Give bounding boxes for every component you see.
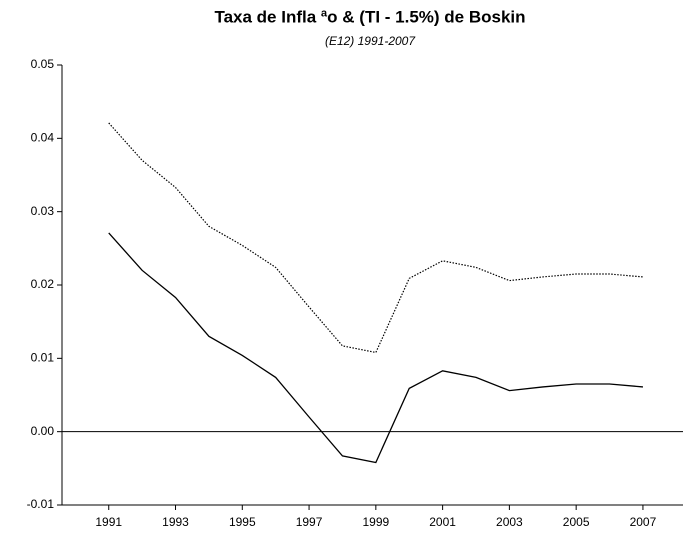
y-tick-label: 0.05	[31, 57, 55, 71]
y-tick-label: 0.03	[31, 204, 55, 218]
y-tick-label: 0.01	[31, 351, 55, 365]
x-tick-label: 1991	[95, 515, 122, 529]
x-tick-label: 1995	[229, 515, 256, 529]
y-tick-label: 0.00	[31, 424, 55, 438]
y-tick-label: 0.04	[31, 131, 55, 145]
x-tick-label: 1993	[162, 515, 189, 529]
x-tick-label: 1999	[362, 515, 389, 529]
x-tick-label: 2003	[496, 515, 523, 529]
chart-subtitle: (E12) 1991-2007	[325, 34, 416, 48]
x-tick-label: 2005	[563, 515, 590, 529]
y-tick-label: -0.01	[27, 497, 55, 511]
y-tick-label: 0.02	[31, 277, 55, 291]
line-series	[108, 122, 643, 354]
x-tick-label: 1997	[296, 515, 323, 529]
x-tick-label: 2001	[429, 515, 456, 529]
x-tick-label: 2007	[630, 515, 657, 529]
line-series	[108, 232, 643, 464]
chart-title: Taxa de Infla ªo & (TI - 1.5%) de Boskin	[214, 7, 525, 26]
